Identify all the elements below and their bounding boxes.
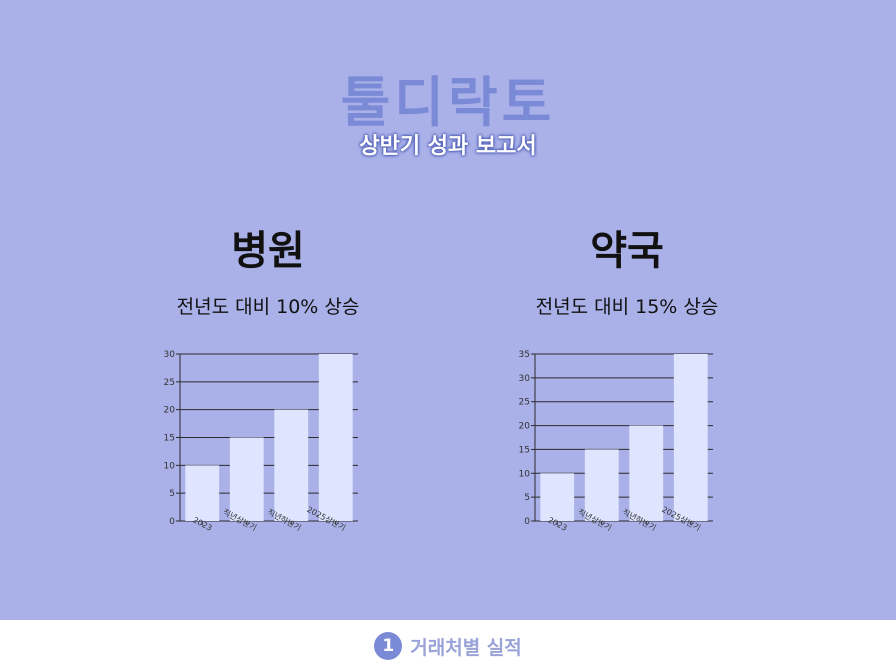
- brand-title: 툴디락토: [340, 71, 556, 134]
- report-subtitle: 상반기 성과 보고서: [359, 134, 537, 159]
- bar: [584, 449, 619, 521]
- y-tick-label: 5: [169, 489, 175, 499]
- bar: [229, 437, 264, 521]
- y-tick-label: 10: [519, 469, 531, 479]
- panel-subtitle-hospital: 전년도 대비 10% 상승: [176, 296, 360, 318]
- section-number-badge: 1: [374, 632, 403, 660]
- panel-title-pharmacy: 약국: [590, 228, 664, 274]
- y-tick-label: 15: [519, 445, 530, 455]
- y-tick-label: 15: [164, 434, 175, 444]
- bar: [185, 465, 220, 521]
- bar: [318, 354, 353, 521]
- y-tick-label: 0: [524, 517, 530, 527]
- y-tick-label: 25: [164, 378, 175, 388]
- footer: 1 거래처별 실적: [0, 620, 896, 672]
- bar: [673, 354, 708, 521]
- y-tick-label: 35: [519, 350, 530, 360]
- panel-title-hospital: 병원: [231, 228, 305, 274]
- y-tick-label: 10: [164, 461, 176, 471]
- bar: [629, 425, 664, 521]
- y-tick-label: 20: [519, 422, 531, 432]
- y-tick-label: 25: [519, 398, 530, 408]
- section-label: 거래처별 실적: [410, 636, 522, 659]
- slide: 툴디락토 상반기 성과 보고서 병원 전년도 대비 10% 상승 약국 전년도 …: [0, 0, 896, 620]
- y-tick-label: 30: [519, 374, 531, 384]
- y-tick-label: 30: [164, 350, 176, 360]
- y-tick-label: 0: [169, 517, 175, 527]
- panel-subtitle-pharmacy: 전년도 대비 15% 상승: [535, 296, 719, 318]
- bar: [540, 473, 575, 521]
- y-tick-label: 20: [164, 406, 176, 416]
- bar: [274, 409, 309, 521]
- y-tick-label: 5: [524, 493, 530, 503]
